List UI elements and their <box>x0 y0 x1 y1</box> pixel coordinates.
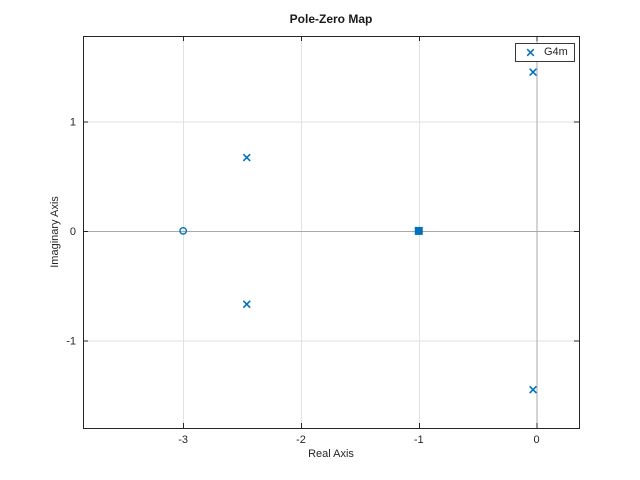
y-tick-label: -1 <box>66 335 76 347</box>
pole-marker[interactable] <box>529 68 538 77</box>
square-marker[interactable] <box>414 226 423 235</box>
y-tick-label: 1 <box>70 116 76 128</box>
pole-marker[interactable] <box>242 153 251 162</box>
zero-marker[interactable] <box>179 227 188 235</box>
pole-marker[interactable] <box>529 385 538 394</box>
x-axis-label: Real Axis <box>308 448 354 460</box>
chart-title: Pole-Zero Map <box>289 12 373 26</box>
legend[interactable]: G4m <box>515 43 575 62</box>
y-axis-label: Imaginary Axis <box>49 196 61 268</box>
x-tick-label: -1 <box>414 434 424 446</box>
legend-label: G4m <box>544 46 568 58</box>
x-tick-label: 0 <box>534 434 540 446</box>
axes-box <box>83 36 580 429</box>
x-tick-label: -2 <box>296 434 306 446</box>
y-tick-label: 0 <box>70 226 76 238</box>
pole-marker[interactable] <box>242 300 251 309</box>
pole-marker-icon <box>526 48 535 57</box>
x-tick-label: -3 <box>178 434 188 446</box>
